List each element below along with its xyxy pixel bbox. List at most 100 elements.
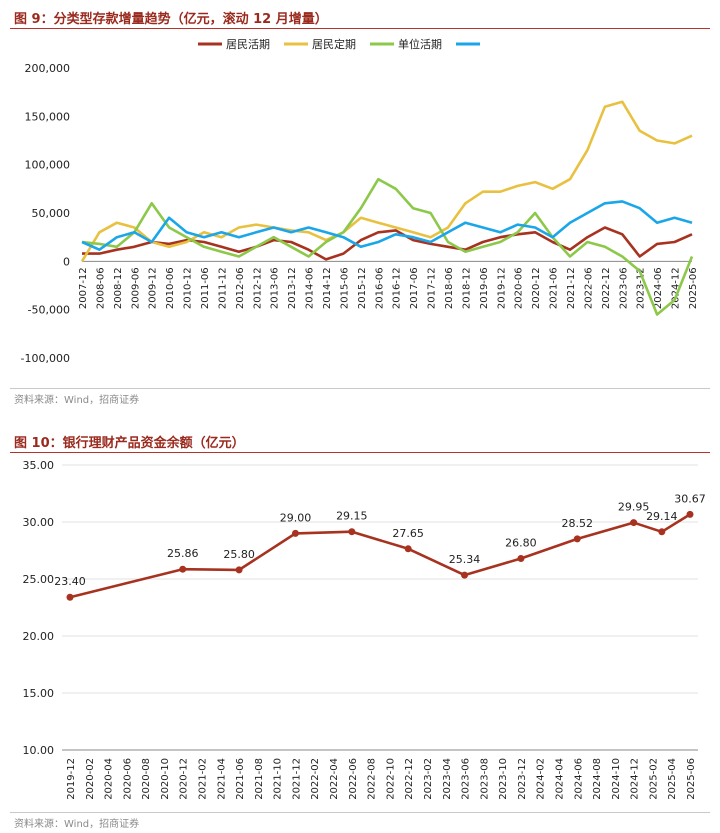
balance-data-label: 29.15 — [336, 510, 368, 523]
balance-data-label: 26.80 — [505, 536, 537, 549]
legend-label: 单位活期 — [398, 37, 442, 51]
x-tick-label: 2022-06 — [348, 758, 359, 800]
x-tick-label: 2019-12 — [496, 267, 507, 309]
x-tick-label: 2013-06 — [270, 267, 281, 309]
y-tick-label: 200,000 — [25, 62, 71, 75]
x-tick-label: 2024-12 — [671, 267, 682, 309]
deposit-increment-chart: -100,000 -50,000 0 50,000 100,000 150,000 200,… — [21, 37, 699, 365]
x-tick-label: 2012-12 — [252, 267, 263, 309]
x-tick-label: 2011-12 — [217, 267, 228, 309]
balance-data-label: 27.65 — [392, 527, 424, 540]
figure-10-title: 图 10：银行理财产品资金余额（亿元） — [14, 436, 245, 451]
balance-data-label: 25.34 — [449, 553, 481, 566]
x-tick-label: 2021-06 — [235, 758, 246, 800]
x-tick-label: 2023-08 — [479, 758, 490, 800]
y-tick-label: 15.00 — [23, 687, 55, 700]
x-tick-label: 2009-12 — [148, 267, 159, 309]
x-tick-label: 2025-02 — [648, 758, 659, 800]
legend-label: 居民定期 — [312, 37, 356, 51]
balance-data-label: 28.52 — [562, 517, 594, 530]
y-tick-label: 50,000 — [32, 207, 71, 220]
x-tick-label: 2009-06 — [130, 267, 141, 309]
balance-data-label: 30.67 — [674, 492, 706, 505]
x-tick-label: 2021-10 — [273, 758, 284, 800]
balance-data-label: 29.95 — [618, 501, 650, 514]
x-tick-label: 2025-04 — [667, 758, 678, 800]
x-tick-label: 2022-02 — [310, 758, 321, 800]
series-line-1 — [82, 226, 693, 261]
figure-9-title: 图 9：分类型存款增量趋势（亿元，滚动 12 月增量） — [14, 12, 328, 27]
x-tick-label: 2024-12 — [630, 758, 641, 800]
x-tick-label: 2023-12 — [517, 758, 528, 800]
balance-point — [517, 554, 525, 562]
x-tick-label: 2016-12 — [392, 267, 403, 309]
figure-9-title-rule — [10, 28, 710, 29]
x-tick-label: 2022-04 — [329, 758, 340, 800]
x-tick-label: 2016-06 — [374, 267, 385, 309]
x-tick-label: 2023-04 — [442, 758, 453, 800]
figure-9-source-rule — [10, 388, 710, 389]
x-tick-label: 2021-02 — [198, 758, 209, 800]
x-tick-label: 2008-06 — [95, 267, 106, 309]
balance-point — [404, 545, 412, 553]
x-tick-label: 2020-02 — [85, 758, 96, 800]
series-line-2 — [80, 100, 693, 262]
x-tick-label: 2023-10 — [498, 758, 509, 800]
x-tick-label: 2010-12 — [183, 267, 194, 309]
y-tick-label: 30.00 — [23, 516, 55, 529]
balance-data-label: 29.00 — [280, 511, 312, 524]
x-tick-label: 2012-06 — [235, 267, 246, 309]
y-tick-label: -100,000 — [21, 352, 70, 365]
balance-point — [235, 566, 243, 574]
balance-line — [69, 513, 691, 599]
balance-point — [686, 510, 694, 518]
y-tick-label: 150,000 — [25, 110, 71, 123]
x-tick-label: 2023-06 — [461, 758, 472, 800]
y-tick-label: 10.00 — [23, 744, 55, 757]
balance-point — [179, 565, 187, 573]
x-tick-label: 2020-12 — [531, 267, 542, 309]
series-line-4 — [81, 200, 693, 251]
x-tick-label: 2021-06 — [549, 267, 560, 309]
figure-10-source: 资料来源：Wind，招商证券 — [14, 819, 140, 830]
x-tick-label: 2018-06 — [444, 267, 455, 309]
legend-label: 居民活期 — [226, 38, 270, 51]
x-tick-label: 2023-12 — [636, 267, 647, 309]
x-tick-label: 2014-12 — [322, 267, 333, 309]
x-tick-label: 2020-10 — [160, 758, 171, 800]
x-tick-label: 2023-06 — [618, 267, 629, 309]
x-tick-label: 2014-06 — [305, 267, 316, 309]
x-tick-label: 2023-02 — [423, 758, 434, 800]
x-tick-label: 2019-12 — [66, 758, 77, 800]
series-line-3 — [81, 177, 694, 316]
x-tick-label: 2019-06 — [479, 267, 490, 309]
x-tick-label: 2022-10 — [385, 758, 396, 800]
balance-data-label: 29.14 — [646, 510, 678, 523]
x-tick-label: 2024-06 — [573, 758, 584, 800]
x-tick-label: 2021-08 — [254, 758, 265, 800]
balance-point — [630, 519, 638, 527]
x-tick-label: 2015-12 — [357, 267, 368, 309]
x-tick-label: 2007-12 — [78, 267, 89, 309]
x-tick-label: 2021-12 — [566, 267, 577, 309]
balance-point — [291, 529, 299, 537]
x-tick-label: 2021-12 — [291, 758, 302, 800]
x-tick-label: 2008-12 — [113, 267, 124, 309]
y-tick-label: 20.00 — [23, 630, 55, 643]
x-tick-label: 2020-08 — [141, 758, 152, 800]
x-tick-label: 2017-12 — [427, 267, 438, 309]
x-tick-label: 2025-06 — [686, 758, 697, 800]
x-tick-label: 2024-04 — [554, 758, 565, 800]
x-tick-label: 2024-06 — [653, 267, 664, 309]
x-tick-label: 2024-02 — [536, 758, 547, 800]
figure-9-source: 资料来源：Wind，招商证券 — [14, 395, 140, 406]
x-tick-label: 2022-06 — [583, 267, 594, 309]
x-tick-label: 2020-06 — [122, 758, 133, 800]
x-tick-label: 2020-06 — [514, 267, 525, 309]
x-tick-label: 2020-04 — [104, 758, 115, 800]
figure-10-source-rule — [10, 812, 710, 813]
balance-point — [461, 571, 469, 579]
balance-data-label: 25.86 — [167, 547, 199, 560]
balance-point — [348, 528, 356, 536]
x-tick-label: 2022-08 — [367, 758, 378, 800]
